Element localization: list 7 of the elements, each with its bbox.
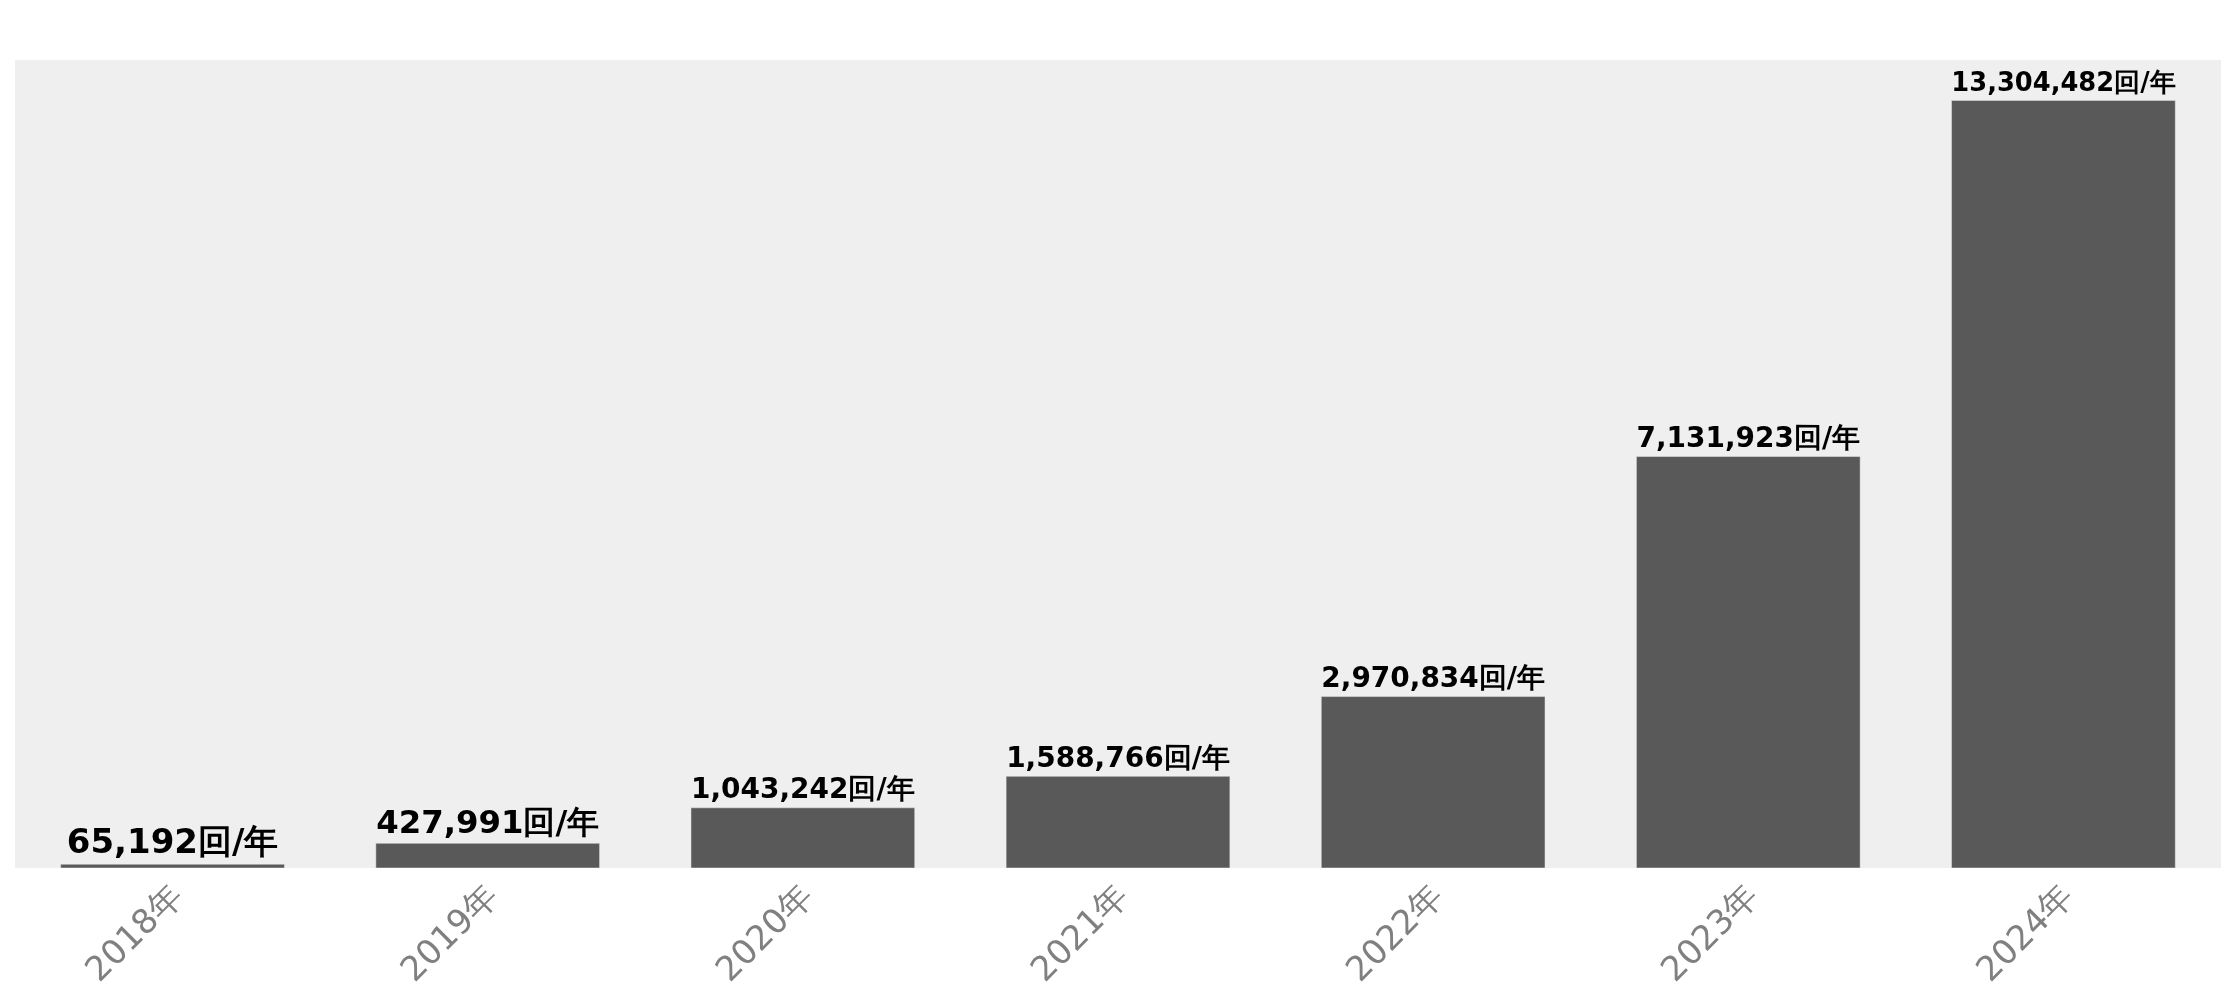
data-label: 2,970,834回/年: [1321, 661, 1545, 695]
data-label: 1,588,766回/年: [1006, 740, 1230, 774]
data-label: 1,043,242回/年: [691, 772, 915, 806]
data-label: 13,304,482回/年: [1951, 67, 2176, 98]
data-label: 7,131,923回/年: [1636, 420, 1861, 454]
data-label: 65,192回/年: [66, 821, 279, 862]
data-label: 427,991回/年: [376, 802, 600, 841]
